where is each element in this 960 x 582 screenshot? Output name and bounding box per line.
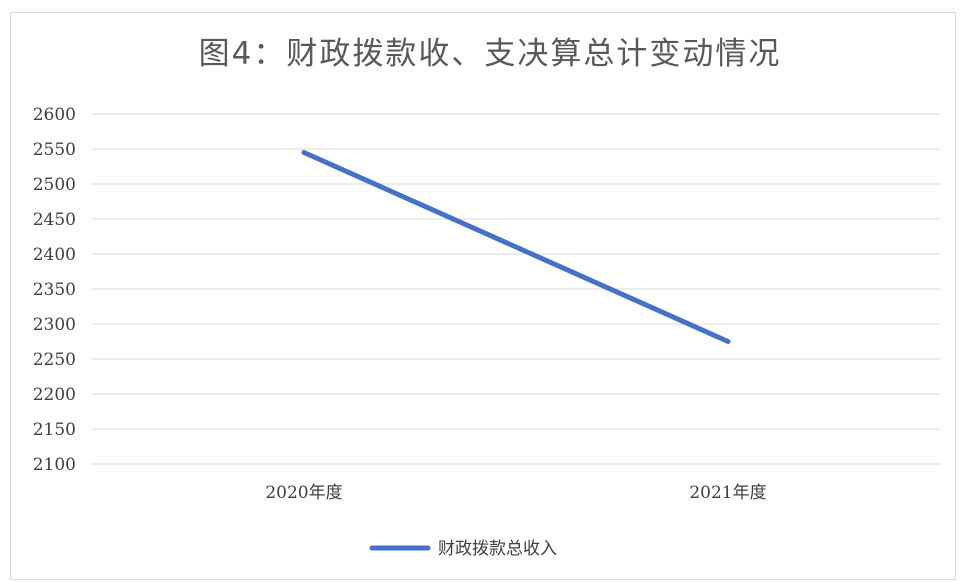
y-tick-label: 2600 [33,105,76,125]
legend-label: 财政拨款总收入 [438,539,557,559]
y-tick-label: 2400 [33,245,76,265]
y-tick-label: 2450 [33,210,76,230]
chart-title: 图4：财政拨款收、支决算总计变动情况 [199,36,782,72]
x-axis-categories: 2020年度 2021年度 [265,483,766,503]
y-tick-label: 2550 [33,140,76,160]
y-tick-label: 2300 [33,315,76,335]
legend: 财政拨款总收入 [369,539,557,559]
y-tick-label: 2100 [33,455,76,475]
x-category-label: 2021年度 [689,483,766,503]
gridlines [92,113,940,465]
y-tick-label: 2350 [33,280,76,300]
y-tick-label: 2250 [33,350,76,370]
y-tick-label: 2500 [33,175,76,195]
series-line [301,150,731,344]
chart-frame [10,12,956,580]
y-axis-ticks: 2600 2550 2500 2450 2400 2350 2300 2250 2200 2150… [33,105,76,475]
y-tick-label: 2150 [33,420,76,440]
y-tick-label: 2200 [33,385,76,405]
x-category-label: 2020年度 [265,483,342,503]
series-lines [301,150,731,344]
